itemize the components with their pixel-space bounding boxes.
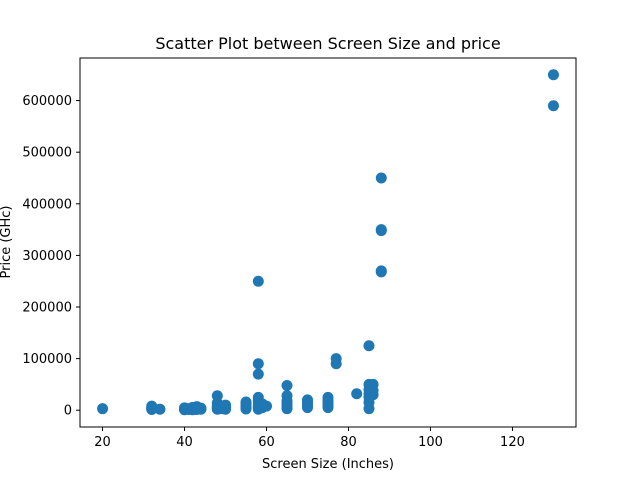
x-tick-label: 120 xyxy=(500,435,525,450)
data-point xyxy=(375,172,387,184)
data-point xyxy=(252,368,264,380)
x-tick-label: 100 xyxy=(418,435,443,450)
data-point xyxy=(351,388,363,400)
data-point xyxy=(240,396,252,408)
data-point xyxy=(261,400,273,412)
data-point xyxy=(97,403,109,415)
data-point xyxy=(252,275,264,287)
x-tick-label: 60 xyxy=(258,435,275,450)
data-point xyxy=(154,403,166,415)
data-point xyxy=(211,390,223,402)
data-point xyxy=(281,379,293,391)
chart-title: Scatter Plot between Screen Size and pri… xyxy=(155,34,500,53)
y-tick-label: 600000 xyxy=(22,94,72,109)
data-point xyxy=(330,353,342,365)
data-point xyxy=(322,391,334,403)
x-tick-label: 20 xyxy=(94,435,111,450)
plot-area xyxy=(80,58,576,427)
y-tick-label: 0 xyxy=(64,404,72,419)
y-tick-label: 500000 xyxy=(22,146,72,161)
plot-frame xyxy=(79,57,577,428)
x-tick-label: 80 xyxy=(340,435,357,450)
y-axis-ticks: 0 100000 200000 300000 400000 500000 600000 xyxy=(22,94,80,419)
data-point xyxy=(195,402,207,414)
data-point xyxy=(547,100,559,112)
x-axis-ticks: 20 40 60 80 100 120 xyxy=(94,427,525,450)
data-point xyxy=(302,394,313,406)
y-axis-label: Price (GHc) xyxy=(0,206,14,279)
data-point xyxy=(375,265,387,277)
data-point xyxy=(281,390,293,402)
data-point xyxy=(367,378,379,390)
x-axis-label: Screen Size (Inches) xyxy=(262,457,394,472)
data-point xyxy=(252,358,264,370)
data-point xyxy=(220,399,232,411)
data-point xyxy=(375,224,387,236)
x-tick-label: 40 xyxy=(176,435,193,450)
y-tick-label: 300000 xyxy=(22,249,72,264)
y-tick-label: 400000 xyxy=(22,197,72,212)
y-tick-label: 100000 xyxy=(22,352,72,367)
data-point xyxy=(547,69,559,81)
data-point xyxy=(363,340,375,352)
y-tick-label: 200000 xyxy=(22,301,72,316)
data-points xyxy=(97,69,559,416)
